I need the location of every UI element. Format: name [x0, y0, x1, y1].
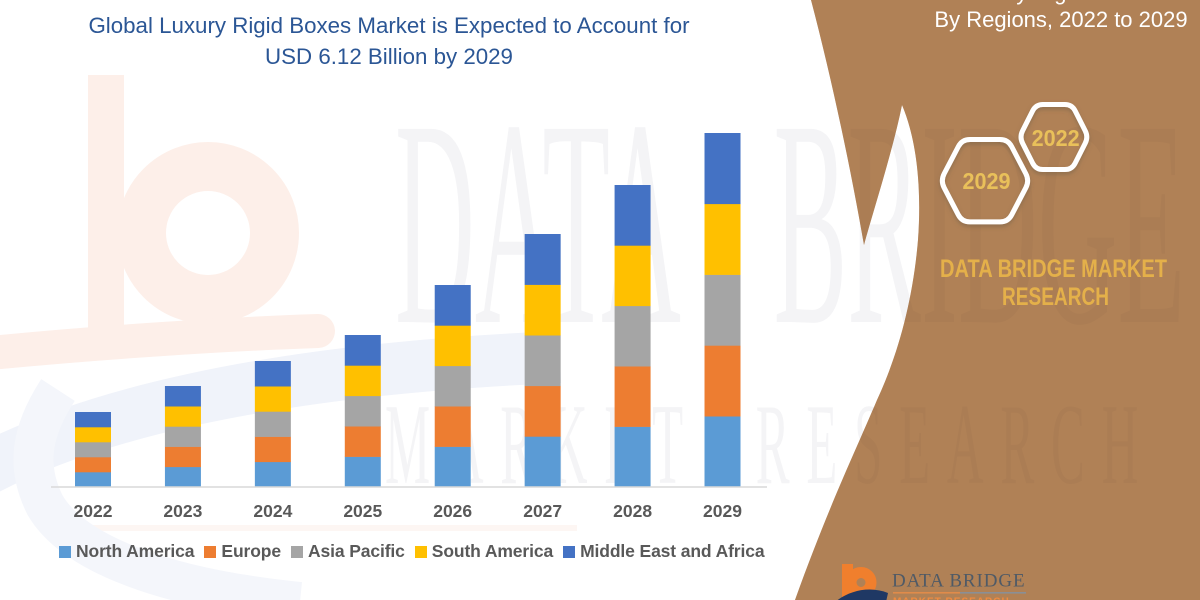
svg-text:2022: 2022	[1032, 125, 1080, 151]
svg-text:MARKET RESEARCH: MARKET RESEARCH	[893, 597, 1010, 600]
svg-text:RESEARCH: RESEARCH	[1002, 283, 1109, 311]
svg-text:DATA BRIDGE MARKET: DATA BRIDGE MARKET	[940, 255, 1167, 283]
svg-text:2029: 2029	[963, 168, 1011, 194]
svg-text:DATA BRIDGE: DATA BRIDGE	[892, 571, 1025, 592]
